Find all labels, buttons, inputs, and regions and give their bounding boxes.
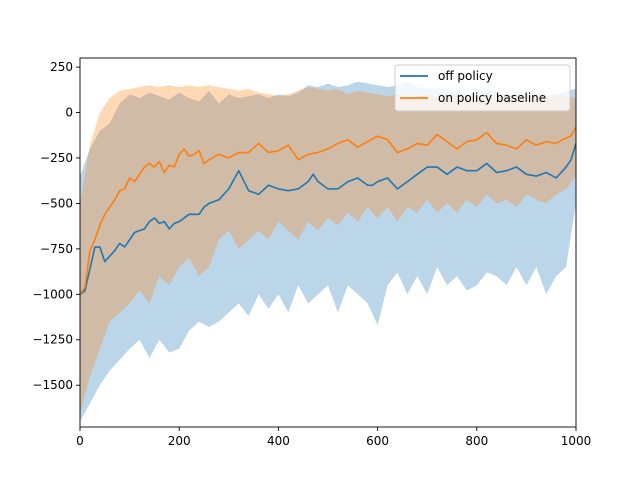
- y-tick-label: 250: [50, 60, 73, 74]
- y-tick-label: −1500: [32, 378, 73, 392]
- series-lines: [80, 126, 576, 295]
- x-tick-label: 400: [267, 434, 290, 448]
- legend-box: [394, 64, 571, 112]
- band-on-policy-baseline: [80, 85, 576, 413]
- y-tick-label: −750: [40, 242, 73, 256]
- legend: off policy on policy baseline: [394, 64, 571, 112]
- line-on-policy-baseline: [80, 126, 576, 295]
- x-tick-label: 600: [366, 434, 389, 448]
- axes: 0 200 400 600 800 1000 −1500 −1250 −1000 −750 −500…: [32, 57, 592, 448]
- legend-label: on policy baseline: [438, 91, 546, 105]
- x-tick-label: 1000: [561, 434, 592, 448]
- band-off-policy: [80, 81, 576, 422]
- axes-frame: [79, 57, 577, 428]
- x-tick-label: 200: [168, 434, 191, 448]
- y-tick-label: 0: [65, 106, 73, 120]
- line-off-policy: [80, 143, 576, 295]
- x-tick-label: 0: [76, 434, 84, 448]
- confidence-bands: [80, 81, 576, 422]
- y-tick-label: −500: [40, 196, 73, 210]
- x-tick-label: 800: [465, 434, 488, 448]
- legend-label: off policy: [438, 69, 493, 83]
- y-tick-label: −250: [40, 151, 73, 165]
- y-tick-label: −1000: [32, 287, 73, 301]
- y-tick-label: −1250: [32, 333, 73, 347]
